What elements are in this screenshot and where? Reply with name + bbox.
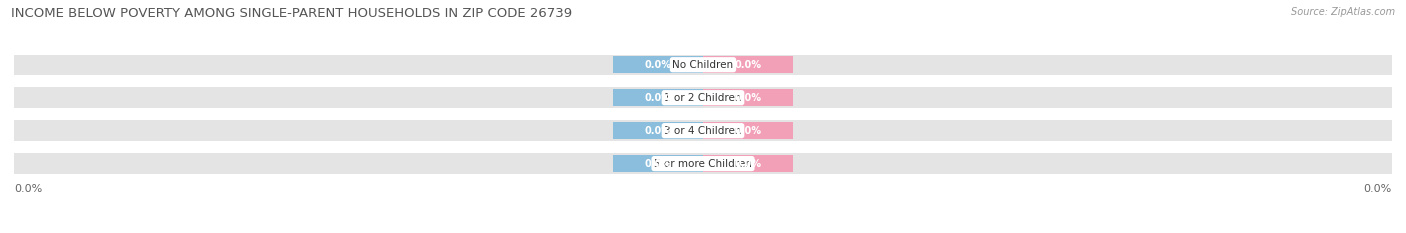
Bar bbox=[14, 153, 1392, 174]
Text: 0.0%: 0.0% bbox=[14, 184, 42, 194]
Bar bbox=[14, 120, 1392, 141]
Text: 5 or more Children: 5 or more Children bbox=[654, 159, 752, 169]
Bar bbox=[613, 122, 703, 139]
Bar bbox=[613, 56, 703, 73]
Text: 0.0%: 0.0% bbox=[645, 93, 672, 103]
Text: INCOME BELOW POVERTY AMONG SINGLE-PARENT HOUSEHOLDS IN ZIP CODE 26739: INCOME BELOW POVERTY AMONG SINGLE-PARENT… bbox=[11, 7, 572, 20]
Text: 0.0%: 0.0% bbox=[1364, 184, 1392, 194]
Text: 0.0%: 0.0% bbox=[734, 159, 761, 169]
Bar bbox=[703, 56, 793, 73]
Text: 0.0%: 0.0% bbox=[734, 93, 761, 103]
Text: 3 or 4 Children: 3 or 4 Children bbox=[664, 126, 742, 136]
Text: 0.0%: 0.0% bbox=[645, 159, 672, 169]
Text: No Children: No Children bbox=[672, 60, 734, 70]
Bar bbox=[613, 89, 703, 106]
Text: 0.0%: 0.0% bbox=[645, 126, 672, 136]
Bar bbox=[613, 155, 703, 172]
Text: 0.0%: 0.0% bbox=[734, 126, 761, 136]
Bar bbox=[703, 89, 793, 106]
Bar bbox=[703, 155, 793, 172]
Text: Source: ZipAtlas.com: Source: ZipAtlas.com bbox=[1291, 7, 1395, 17]
Bar bbox=[14, 87, 1392, 108]
Bar bbox=[14, 55, 1392, 75]
Text: 0.0%: 0.0% bbox=[645, 60, 672, 70]
Bar bbox=[703, 122, 793, 139]
Text: 1 or 2 Children: 1 or 2 Children bbox=[664, 93, 742, 103]
Text: 0.0%: 0.0% bbox=[734, 60, 761, 70]
